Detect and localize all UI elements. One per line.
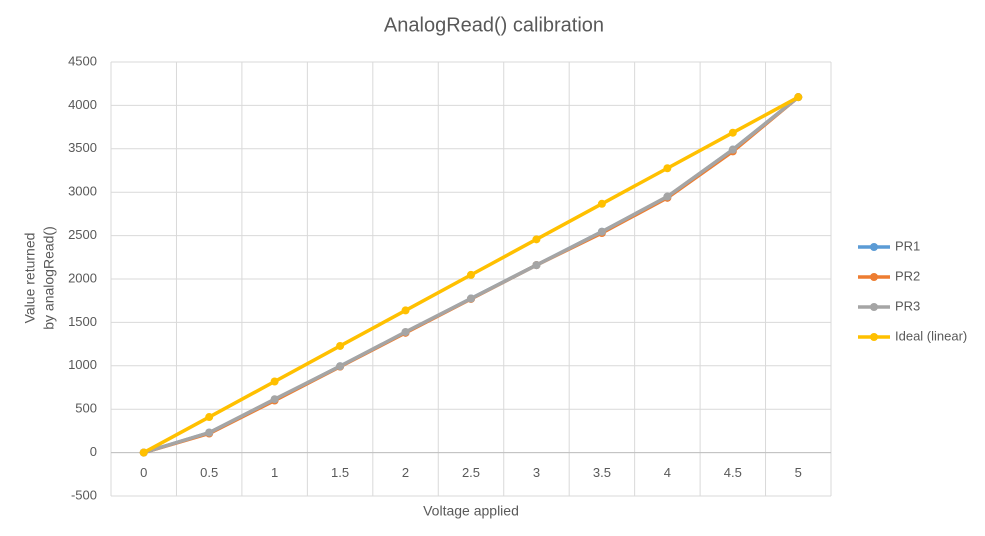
legend-marker: [870, 243, 878, 251]
y-tick-label: 4500: [68, 53, 97, 68]
y-tick-label: 3500: [68, 140, 97, 155]
y-tick-label: 3000: [68, 184, 97, 199]
y-tick-label: 500: [75, 401, 97, 416]
y-axis-title: Value returned: [22, 233, 38, 324]
y-tick-label: 0: [90, 444, 97, 459]
x-tick-label: 0: [140, 465, 147, 480]
x-tick-label: 1.5: [331, 465, 349, 480]
point: [467, 294, 475, 303]
point: [663, 164, 672, 173]
point: [336, 362, 345, 371]
point: [467, 270, 475, 279]
point: [728, 128, 737, 137]
legend-label: PR1: [895, 238, 920, 253]
y-tick-label: 4000: [68, 97, 97, 112]
legend-marker: [870, 333, 878, 341]
point: [336, 341, 345, 350]
y-tick-label: 2500: [68, 227, 97, 242]
y-tick-label: 1500: [68, 314, 97, 329]
point: [205, 428, 214, 437]
x-tick-label: 4: [664, 465, 671, 480]
chart-title: AnalogRead() calibration: [384, 14, 604, 36]
point: [270, 395, 279, 404]
x-tick-label: 3.5: [593, 465, 611, 480]
y-tick-label: -500: [71, 487, 97, 502]
point: [794, 93, 803, 102]
legend-label: Ideal (linear): [895, 328, 967, 343]
x-axis-title: Voltage applied: [423, 503, 519, 519]
point: [401, 306, 410, 315]
point: [270, 377, 279, 386]
legend-marker: [870, 303, 878, 311]
x-tick-label: 2.5: [462, 465, 480, 480]
x-tick-label: 0.5: [200, 465, 218, 480]
legend-label: PR2: [895, 268, 920, 283]
y-axis-title: by analogRead(): [41, 226, 57, 330]
x-tick-label: 5: [795, 465, 802, 480]
point: [532, 235, 541, 244]
x-tick-label: 2: [402, 465, 409, 480]
point: [597, 199, 606, 208]
point: [205, 413, 214, 422]
point: [401, 327, 410, 336]
x-tick-label: 3: [533, 465, 540, 480]
point: [597, 227, 606, 236]
point: [663, 192, 672, 201]
legend-label: PR3: [895, 298, 920, 313]
x-tick-label: 4.5: [724, 465, 742, 480]
y-tick-label: 2000: [68, 270, 97, 285]
point: [139, 448, 148, 457]
point: [728, 145, 737, 154]
y-tick-label: 1000: [68, 357, 97, 372]
x-tick-label: 1: [271, 465, 278, 480]
point: [532, 261, 541, 270]
legend-marker: [870, 273, 878, 281]
